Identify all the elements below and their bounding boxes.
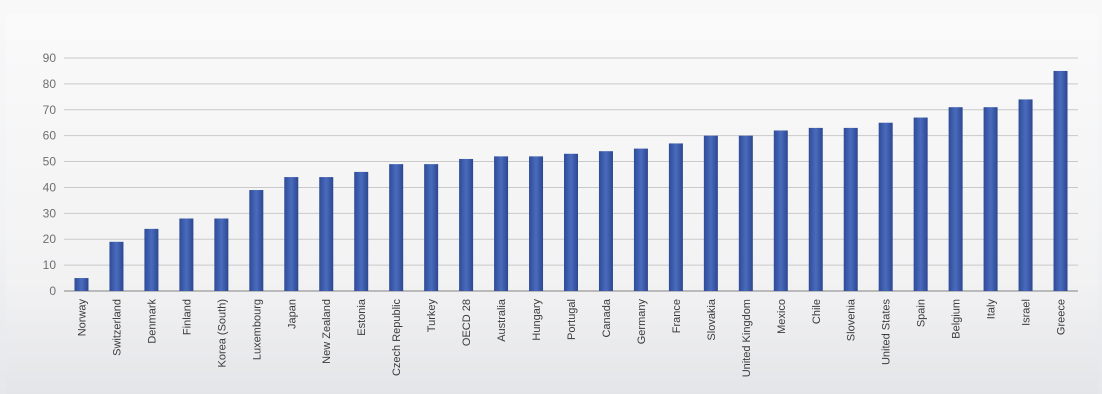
x-tick-label: Norway	[76, 299, 88, 337]
y-tick-label: 80	[43, 77, 57, 91]
y-tick-label: 50	[43, 155, 57, 169]
bar-new-zealand	[319, 177, 334, 291]
bar-slovakia	[703, 135, 718, 291]
bar-turkey	[424, 164, 439, 291]
x-tick-label: United Kingdom	[741, 299, 753, 377]
x-tick-label: Belgium	[951, 299, 963, 339]
bar-germany	[633, 148, 648, 291]
x-tick-label: Finland	[181, 299, 193, 335]
x-tick-label: Hungary	[531, 299, 543, 341]
x-tick-label: New Zealand	[321, 299, 333, 364]
x-tick-label: Slovakia	[706, 298, 718, 340]
bar-denmark	[144, 228, 159, 291]
bar-chart: 0 10 20 30 40 50 60 70 80 90 Norway Switzerland Den…	[43, 51, 1078, 377]
bar-australia	[494, 156, 509, 291]
bar-united-kingdom	[738, 135, 753, 291]
bar-italy	[983, 107, 998, 291]
y-tick-label: 0	[49, 284, 56, 298]
x-tick-label: Portugal	[566, 299, 578, 340]
x-tick-label: Denmark	[146, 299, 158, 344]
bar-mexico	[773, 130, 788, 291]
bar-greece	[1053, 70, 1068, 291]
x-tick-label: Chile	[811, 299, 823, 324]
x-tick-label: United States	[881, 299, 893, 366]
x-tick-label: Germany	[636, 299, 648, 345]
chart-panel: 0 10 20 30 40 50 60 70 80 90 Norway Switzerland Den…	[6, 14, 1098, 394]
bar-norway	[74, 278, 89, 291]
bar-portugal	[564, 153, 578, 291]
bar-japan	[284, 177, 299, 291]
y-axis: 0 10 20 30 40 50 60 70 80 90	[43, 51, 57, 298]
y-tick-label: 70	[43, 103, 57, 117]
bar-canada	[598, 151, 613, 291]
bar-france	[668, 143, 683, 291]
x-tick-label: Estonia	[356, 298, 368, 336]
x-tick-label: Canada	[601, 298, 613, 337]
bar-switzerland	[109, 241, 124, 291]
x-tick-label: Greece	[1056, 299, 1068, 335]
bar-belgium	[948, 107, 963, 291]
bar-finland	[179, 218, 194, 291]
bar-israel	[1018, 99, 1033, 291]
y-tick-label: 60	[43, 129, 57, 143]
x-tick-label: Spain	[916, 299, 928, 327]
bar-slovenia	[843, 127, 858, 292]
x-tick-label: Italy	[986, 299, 998, 320]
x-tick-label: Australia	[496, 298, 508, 342]
y-tick-label: 20	[43, 232, 57, 246]
x-tick-label: Luxembourg	[251, 299, 263, 360]
x-axis: Norway Switzerland Denmark Finland Korea (So…	[76, 298, 1067, 377]
bar-united-states	[878, 122, 893, 291]
x-tick-label: Mexico	[776, 299, 788, 334]
x-tick-label: Slovenia	[846, 298, 858, 341]
y-tick-label: 30	[43, 206, 57, 220]
x-tick-label: Switzerland	[111, 299, 123, 356]
x-tick-label: Turkey	[426, 299, 438, 333]
bar-spain	[913, 117, 928, 292]
bar-hungary	[529, 156, 544, 291]
bar-estonia	[354, 171, 369, 291]
x-tick-label: Czech Republic	[391, 299, 403, 377]
x-tick-label: France	[671, 299, 683, 333]
x-tick-label: OECD 28	[461, 299, 473, 346]
x-tick-label: Israel	[1021, 299, 1033, 326]
bar-chile	[808, 127, 823, 292]
bars	[74, 70, 1068, 292]
x-tick-label: Korea (South)	[216, 299, 228, 367]
y-tick-label: 40	[43, 180, 57, 194]
bar-luxembourg	[249, 190, 264, 291]
bar-korea-south	[214, 218, 229, 291]
y-tick-label: 10	[43, 258, 57, 272]
x-tick-label: Japan	[286, 299, 298, 329]
bar-oecd-28	[459, 158, 474, 291]
y-tick-label: 90	[43, 51, 57, 65]
bar-czech-republic	[389, 164, 404, 291]
